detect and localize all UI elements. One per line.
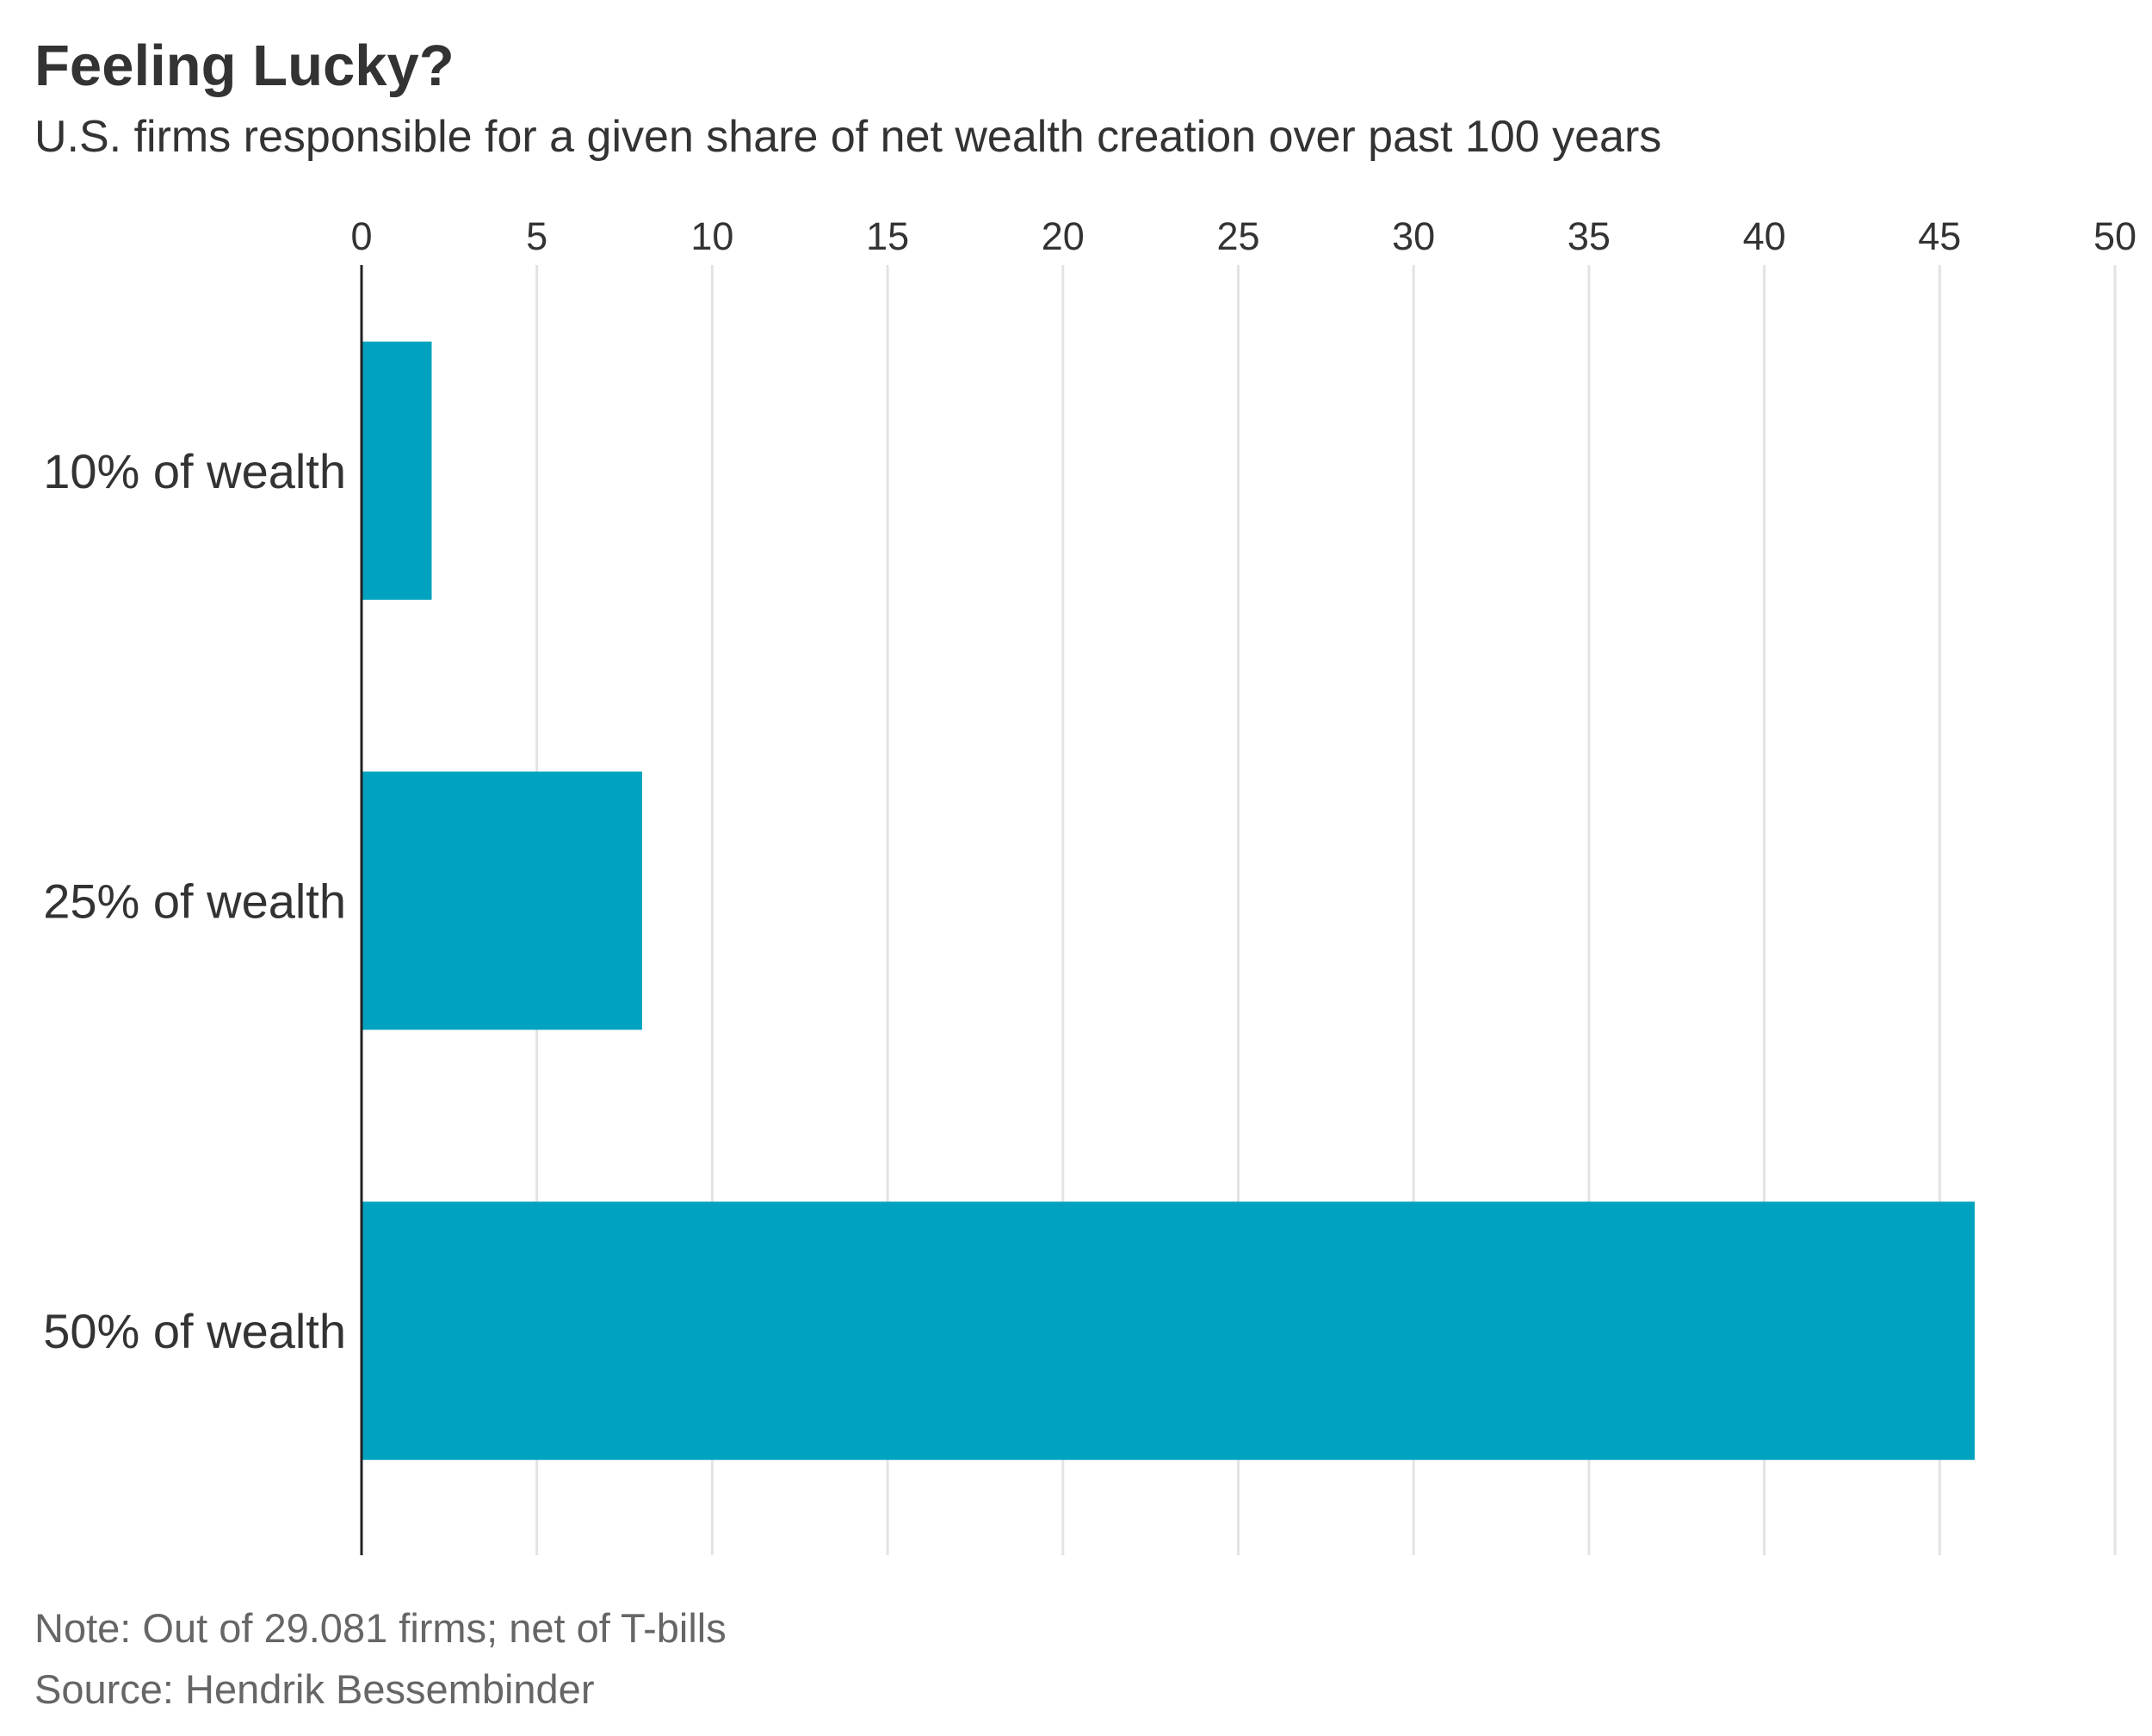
x-tick-label: 35 bbox=[1568, 214, 1611, 258]
x-tick-label: 30 bbox=[1392, 214, 1435, 258]
category-label: 10% of wealth bbox=[43, 444, 346, 498]
x-tick-label: 50 bbox=[2093, 214, 2137, 258]
x-tick-label: 0 bbox=[350, 214, 372, 258]
x-tick-label: 15 bbox=[866, 214, 909, 258]
bars bbox=[362, 341, 1976, 1461]
x-axis-tick-labels: 0 5 10 15 20 25 30 35 40 45 50 bbox=[350, 214, 2137, 258]
x-tick-label: 10 bbox=[690, 214, 733, 258]
category-label: 50% of wealth bbox=[43, 1304, 346, 1358]
category-labels: 10% of wealth 25% of wealth 50% of wealth bbox=[43, 444, 346, 1358]
x-tick-label: 40 bbox=[1743, 214, 1786, 258]
x-tick-label: 45 bbox=[1918, 214, 1961, 258]
bar bbox=[362, 1202, 1976, 1461]
x-tick-label: 25 bbox=[1216, 214, 1259, 258]
chart-title: Feeling Lucky? bbox=[34, 34, 455, 98]
chart-subtitle: U.S. firms responsible for a given share… bbox=[34, 112, 1662, 162]
category-label: 25% of wealth bbox=[43, 874, 346, 929]
bar bbox=[362, 771, 642, 1030]
bar bbox=[362, 341, 432, 600]
chart-source: Source: Hendrik Bessembinder bbox=[34, 1666, 595, 1712]
chart-note: Note: Out of 29.081 firms; net of T-bill… bbox=[34, 1605, 727, 1651]
x-tick-label: 5 bbox=[526, 214, 547, 258]
x-tick-label: 20 bbox=[1042, 214, 1085, 258]
